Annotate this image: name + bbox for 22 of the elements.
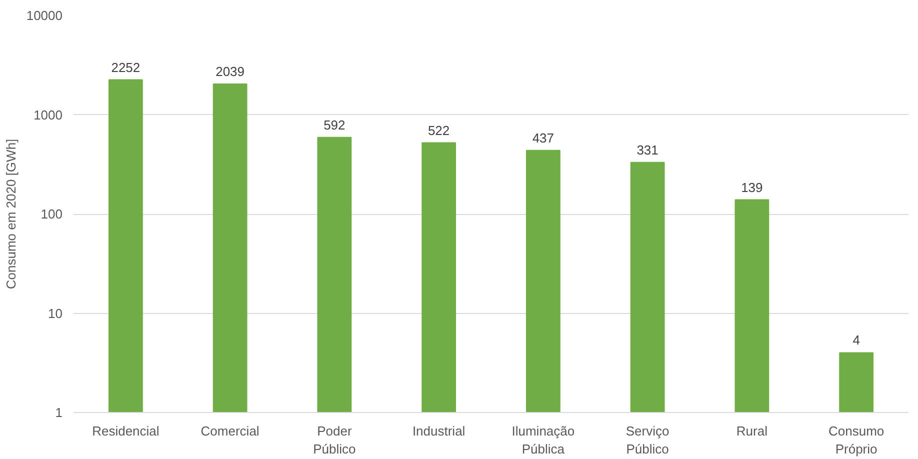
- x-tick-label: Iluminação Pública: [512, 424, 575, 456]
- y-tick-label: 1: [55, 405, 63, 420]
- x-tick-label: Industrial: [412, 424, 466, 438]
- y-axis-title: Consumo em 2020 [GWh]: [3, 138, 18, 290]
- data-label: 4: [852, 332, 860, 348]
- y-tick-label: 10: [48, 306, 63, 321]
- x-tick-label: Consumo Próprio: [828, 424, 884, 456]
- x-tick-label: Residencial: [92, 424, 160, 438]
- y-tick-label: 1000: [34, 107, 62, 122]
- x-tick-label: Comercial: [200, 424, 260, 438]
- data-label: 437: [532, 130, 554, 146]
- data-label: 139: [741, 180, 763, 195]
- data-label: 522: [428, 122, 450, 138]
- x-tick-label: Rural: [736, 424, 768, 438]
- y-tick-label: 100: [40, 206, 63, 222]
- x-tick-label: Serviço Público: [626, 424, 670, 456]
- data-label: 2039: [216, 64, 245, 80]
- y-tick-label: 10000: [26, 8, 63, 23]
- data-label: 2252: [111, 60, 140, 75]
- x-tick-label: Poder Público: [313, 424, 356, 456]
- data-label: 592: [324, 117, 346, 132]
- data-label: 331: [636, 142, 658, 158]
